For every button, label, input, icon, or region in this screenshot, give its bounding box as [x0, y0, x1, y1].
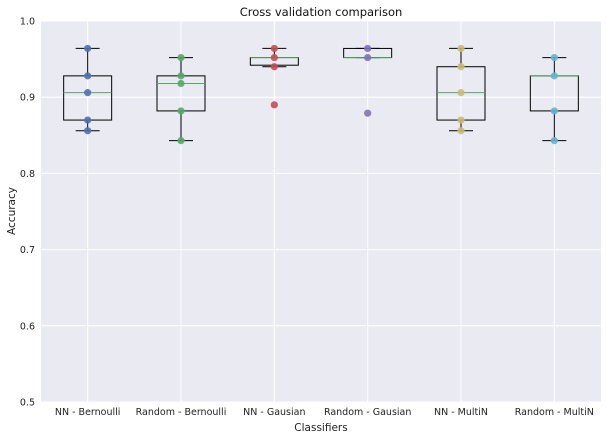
data-point	[177, 79, 185, 88]
y-tick-label: 0.5	[20, 398, 35, 409]
y-tick-label: 0.6	[20, 321, 35, 332]
data-point	[270, 101, 278, 109]
x-tick-label: NN - Bernoulli	[55, 407, 121, 418]
grid-lines	[41, 20, 601, 403]
data-point	[84, 72, 92, 80]
data-point	[457, 127, 465, 135]
data-point	[364, 44, 372, 53]
data-point	[84, 127, 92, 135]
data-point	[270, 44, 278, 53]
data-point	[84, 89, 92, 97]
data-point	[364, 53, 372, 62]
data-point	[364, 109, 372, 117]
data-point	[457, 89, 465, 97]
data-point	[457, 116, 465, 124]
y-axis-ticks: 0.5 0.6 0.7 0.8 0.9 1.0	[20, 17, 35, 409]
data-point	[457, 44, 465, 53]
y-tick-label: 0.7	[20, 245, 35, 256]
x-axis-ticks: NN - Bernoulli Random - Bernoulli NN - Gau…	[55, 407, 594, 418]
data-point	[550, 53, 558, 62]
plot-background	[41, 21, 601, 402]
y-tick-label: 1.0	[20, 17, 35, 28]
y-tick-label: 0.9	[20, 93, 35, 104]
data-point	[84, 44, 92, 53]
data-point	[177, 72, 185, 80]
data-point	[177, 107, 185, 115]
data-point	[177, 53, 185, 62]
y-axis-label: Accuracy	[6, 187, 18, 235]
data-point	[550, 72, 558, 80]
data-point	[177, 137, 185, 145]
x-tick-label: Random - Bernoulli	[136, 407, 227, 418]
data-point	[550, 137, 558, 145]
data-point	[270, 63, 278, 71]
data-points	[84, 44, 558, 145]
x-axis-label: Classifiers	[294, 422, 347, 434]
x-tick-label: Random - MultiN	[515, 407, 594, 418]
x-tick-label: NN - MultiN	[434, 407, 488, 418]
data-point	[270, 53, 278, 62]
data-point	[84, 116, 92, 124]
data-point	[457, 63, 465, 71]
x-tick-label: Random - Gausian	[324, 407, 411, 418]
chart-title: Cross validation comparison	[240, 5, 403, 19]
data-point	[550, 107, 558, 115]
x-tick-label: NN - Gausian	[243, 407, 305, 418]
y-tick-label: 0.8	[20, 169, 35, 180]
